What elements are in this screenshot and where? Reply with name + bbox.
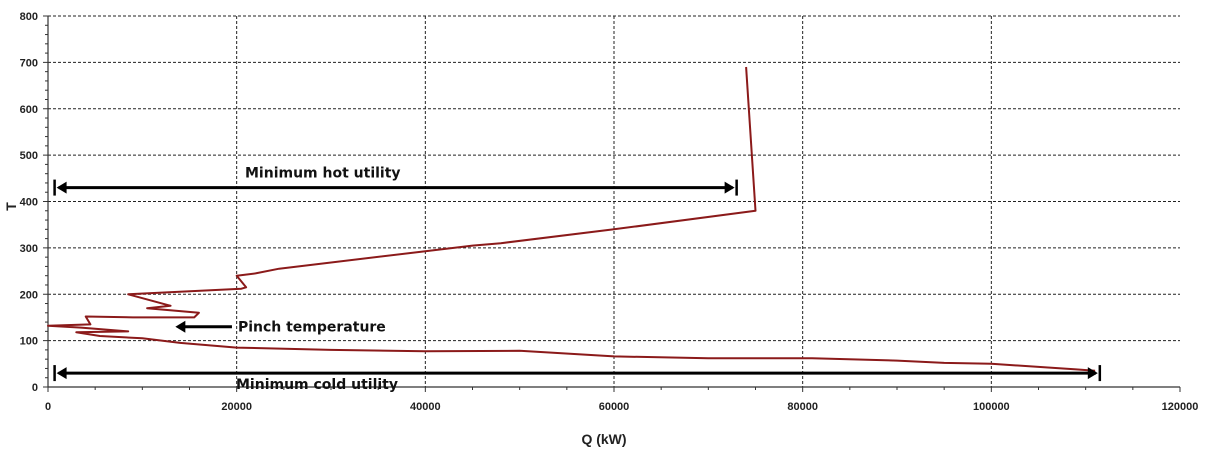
arrowhead bbox=[1087, 367, 1098, 380]
grid bbox=[48, 15, 1180, 387]
y-tick-label: 400 bbox=[20, 197, 38, 209]
x-tick-label: 120000 bbox=[1162, 401, 1199, 413]
arrowhead bbox=[175, 320, 186, 333]
y-tick-label: 600 bbox=[20, 104, 38, 116]
arrowhead bbox=[56, 367, 67, 380]
y-tick-label: 0 bbox=[32, 382, 38, 394]
x-tick-label: 20000 bbox=[221, 401, 252, 413]
x-tick-label: 60000 bbox=[599, 401, 630, 413]
hot-utility-label: Minimum hot utility bbox=[245, 166, 401, 182]
axes bbox=[43, 15, 1181, 392]
y-tick-label: 800 bbox=[20, 11, 38, 23]
x-tick-label: 0 bbox=[45, 401, 51, 413]
y-tick-label: 700 bbox=[20, 57, 38, 69]
x-tick-label: 40000 bbox=[410, 401, 441, 413]
x-tick-label: 100000 bbox=[973, 401, 1010, 413]
y-tick-label: 100 bbox=[20, 336, 38, 348]
arrowhead bbox=[56, 181, 67, 194]
tick-labels: 0 20000 40000 60000 80000 100000 120000 0 100 200… bbox=[20, 11, 1199, 413]
arrowhead bbox=[724, 181, 735, 194]
curve-series-line bbox=[47, 66, 1096, 372]
series-layer bbox=[47, 66, 1096, 372]
x-axis-label: Q (kW) bbox=[581, 431, 626, 447]
y-tick-label: 500 bbox=[20, 150, 38, 162]
annotations: Minimum hot utility Minimum cold utility P… bbox=[53, 166, 1102, 393]
pinch-label: Pinch temperature bbox=[238, 320, 386, 336]
x-tick-label: 80000 bbox=[787, 401, 818, 413]
cold-utility-label: Minimum cold utility bbox=[236, 377, 398, 393]
y-tick-label: 200 bbox=[20, 289, 38, 301]
y-tick-label: 300 bbox=[20, 243, 38, 255]
y-axis-label: T bbox=[3, 202, 19, 211]
